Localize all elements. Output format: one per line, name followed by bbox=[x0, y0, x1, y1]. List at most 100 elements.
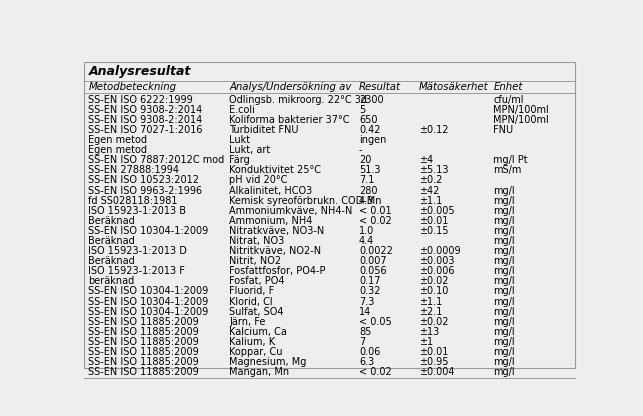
Text: SS-EN ISO 11885:2009: SS-EN ISO 11885:2009 bbox=[88, 347, 199, 357]
Text: 0.17: 0.17 bbox=[359, 276, 381, 286]
Text: fd SS028118:1981: fd SS028118:1981 bbox=[88, 196, 178, 206]
Text: SS-EN ISO 10304-1:2009: SS-EN ISO 10304-1:2009 bbox=[88, 307, 208, 317]
Text: ISO 15923-1:2013 F: ISO 15923-1:2013 F bbox=[88, 266, 185, 276]
Text: cfu/ml: cfu/ml bbox=[493, 95, 524, 105]
Text: SS-EN ISO 11885:2009: SS-EN ISO 11885:2009 bbox=[88, 337, 199, 347]
Text: Nitrit, NO2: Nitrit, NO2 bbox=[230, 256, 282, 266]
Text: mg/l: mg/l bbox=[493, 226, 515, 236]
Text: 7.3: 7.3 bbox=[359, 297, 374, 307]
Text: mg/l: mg/l bbox=[493, 266, 515, 276]
Text: FNU: FNU bbox=[493, 125, 514, 135]
Text: ±5.13: ±5.13 bbox=[419, 166, 448, 176]
Text: Järn, Fe: Järn, Fe bbox=[230, 317, 266, 327]
Text: SS-EN ISO 11885:2009: SS-EN ISO 11885:2009 bbox=[88, 327, 199, 337]
Text: mg/l: mg/l bbox=[493, 337, 515, 347]
Text: ±0.005: ±0.005 bbox=[419, 206, 455, 216]
Text: ±0.0009: ±0.0009 bbox=[419, 246, 460, 256]
Text: mg/l: mg/l bbox=[493, 307, 515, 317]
Text: Egen metod: Egen metod bbox=[88, 145, 147, 155]
Text: mg/l: mg/l bbox=[493, 297, 515, 307]
Text: mg/l: mg/l bbox=[493, 317, 515, 327]
Text: MPN/100ml: MPN/100ml bbox=[493, 115, 549, 125]
Text: mg/l: mg/l bbox=[493, 367, 515, 377]
Text: Lukt, art: Lukt, art bbox=[230, 145, 271, 155]
Text: Lukt: Lukt bbox=[230, 135, 251, 145]
Text: ±0.02: ±0.02 bbox=[419, 276, 448, 286]
Text: 5: 5 bbox=[359, 105, 365, 115]
Text: mg/l: mg/l bbox=[493, 196, 515, 206]
Text: ±0.95: ±0.95 bbox=[419, 357, 448, 367]
Text: mg/l: mg/l bbox=[493, 287, 515, 297]
Text: ±0.01: ±0.01 bbox=[419, 216, 448, 226]
Text: Kalcium, Ca: Kalcium, Ca bbox=[230, 327, 287, 337]
Text: SS-EN ISO 11885:2009: SS-EN ISO 11885:2009 bbox=[88, 317, 199, 327]
Text: Mangan, Mn: Mangan, Mn bbox=[230, 367, 289, 377]
Text: 14: 14 bbox=[359, 307, 371, 317]
Text: pH vid 20°C: pH vid 20°C bbox=[230, 176, 288, 186]
Text: Beräknad: Beräknad bbox=[88, 216, 135, 226]
Text: SS-EN ISO 9308-2:2014: SS-EN ISO 9308-2:2014 bbox=[88, 105, 203, 115]
Text: Ammonium, NH4: Ammonium, NH4 bbox=[230, 216, 312, 226]
Text: Kalium, K: Kalium, K bbox=[230, 337, 275, 347]
Text: 280: 280 bbox=[359, 186, 377, 196]
Text: Ammoniumkväve, NH4-N: Ammoniumkväve, NH4-N bbox=[230, 206, 353, 216]
Text: 6.3: 6.3 bbox=[359, 357, 374, 367]
Text: < 0.01: < 0.01 bbox=[359, 206, 392, 216]
Text: Koppar, Cu: Koppar, Cu bbox=[230, 347, 283, 357]
Text: Kemisk syreoförbrukn. COD-Mn: Kemisk syreoförbrukn. COD-Mn bbox=[230, 196, 382, 206]
Text: ISO 15923-1:2013 B: ISO 15923-1:2013 B bbox=[88, 206, 186, 216]
Text: SS-EN ISO 6222:1999: SS-EN ISO 6222:1999 bbox=[88, 95, 193, 105]
Text: SS-EN ISO 11885:2009: SS-EN ISO 11885:2009 bbox=[88, 367, 199, 377]
Text: SS-EN ISO 10304-1:2009: SS-EN ISO 10304-1:2009 bbox=[88, 287, 208, 297]
Text: ±0.02: ±0.02 bbox=[419, 317, 448, 327]
Text: E.coli: E.coli bbox=[230, 105, 255, 115]
Text: ±0.006: ±0.006 bbox=[419, 266, 454, 276]
Text: mg/l: mg/l bbox=[493, 236, 515, 246]
Text: Enhet: Enhet bbox=[493, 82, 523, 92]
Text: ±0.15: ±0.15 bbox=[419, 226, 448, 236]
Text: < 0.02: < 0.02 bbox=[359, 216, 392, 226]
Text: mg/l: mg/l bbox=[493, 347, 515, 357]
Text: mg/l: mg/l bbox=[493, 206, 515, 216]
Text: Färg: Färg bbox=[230, 155, 250, 165]
Text: Mätosäkerhet: Mätosäkerhet bbox=[419, 82, 489, 92]
Text: beräknad: beräknad bbox=[88, 276, 134, 286]
Text: ±0.2: ±0.2 bbox=[419, 176, 442, 186]
Text: MPN/100ml: MPN/100ml bbox=[493, 105, 549, 115]
Text: Turbiditet FNU: Turbiditet FNU bbox=[230, 125, 299, 135]
Text: 20: 20 bbox=[359, 155, 371, 165]
Text: 7: 7 bbox=[359, 337, 365, 347]
Text: Fosfat, PO4: Fosfat, PO4 bbox=[230, 276, 285, 286]
Text: 0.42: 0.42 bbox=[359, 125, 381, 135]
Text: mg/l: mg/l bbox=[493, 246, 515, 256]
Text: ingen: ingen bbox=[359, 135, 386, 145]
Text: Metodbeteckning: Metodbeteckning bbox=[88, 82, 176, 92]
Text: 0.32: 0.32 bbox=[359, 287, 381, 297]
Text: ISO 15923-1:2013 D: ISO 15923-1:2013 D bbox=[88, 246, 187, 256]
Text: ±0.12: ±0.12 bbox=[419, 125, 448, 135]
Text: Nitratkväve, NO3-N: Nitratkväve, NO3-N bbox=[230, 226, 325, 236]
Text: mS/m: mS/m bbox=[493, 166, 522, 176]
Text: SS-EN ISO 10304-1:2009: SS-EN ISO 10304-1:2009 bbox=[88, 297, 208, 307]
Text: Klorid, Cl: Klorid, Cl bbox=[230, 297, 273, 307]
Text: 51.3: 51.3 bbox=[359, 166, 381, 176]
Text: 0.0022: 0.0022 bbox=[359, 246, 393, 256]
Text: 1.0: 1.0 bbox=[359, 226, 374, 236]
Text: ±4: ±4 bbox=[419, 155, 433, 165]
Text: 4.3: 4.3 bbox=[359, 196, 374, 206]
Text: Fluorid, F: Fluorid, F bbox=[230, 287, 275, 297]
Text: Resultat: Resultat bbox=[359, 82, 401, 92]
Text: mg/l Pt: mg/l Pt bbox=[493, 155, 528, 165]
Text: SS-EN ISO 10523:2012: SS-EN ISO 10523:2012 bbox=[88, 176, 199, 186]
Text: mg/l: mg/l bbox=[493, 327, 515, 337]
Text: mg/l: mg/l bbox=[493, 186, 515, 196]
Text: mg/l: mg/l bbox=[493, 256, 515, 266]
Text: SS-EN ISO 7887:2012C mod: SS-EN ISO 7887:2012C mod bbox=[88, 155, 224, 165]
Text: Beräknad: Beräknad bbox=[88, 236, 135, 246]
Text: Sulfat, SO4: Sulfat, SO4 bbox=[230, 307, 284, 317]
Text: Nitritkväve, NO2-N: Nitritkväve, NO2-N bbox=[230, 246, 322, 256]
Text: Beräknad: Beräknad bbox=[88, 256, 135, 266]
Text: ±1: ±1 bbox=[419, 337, 433, 347]
Text: ±13: ±13 bbox=[419, 327, 439, 337]
Text: Fosfattfosfor, PO4-P: Fosfattfosfor, PO4-P bbox=[230, 266, 326, 276]
